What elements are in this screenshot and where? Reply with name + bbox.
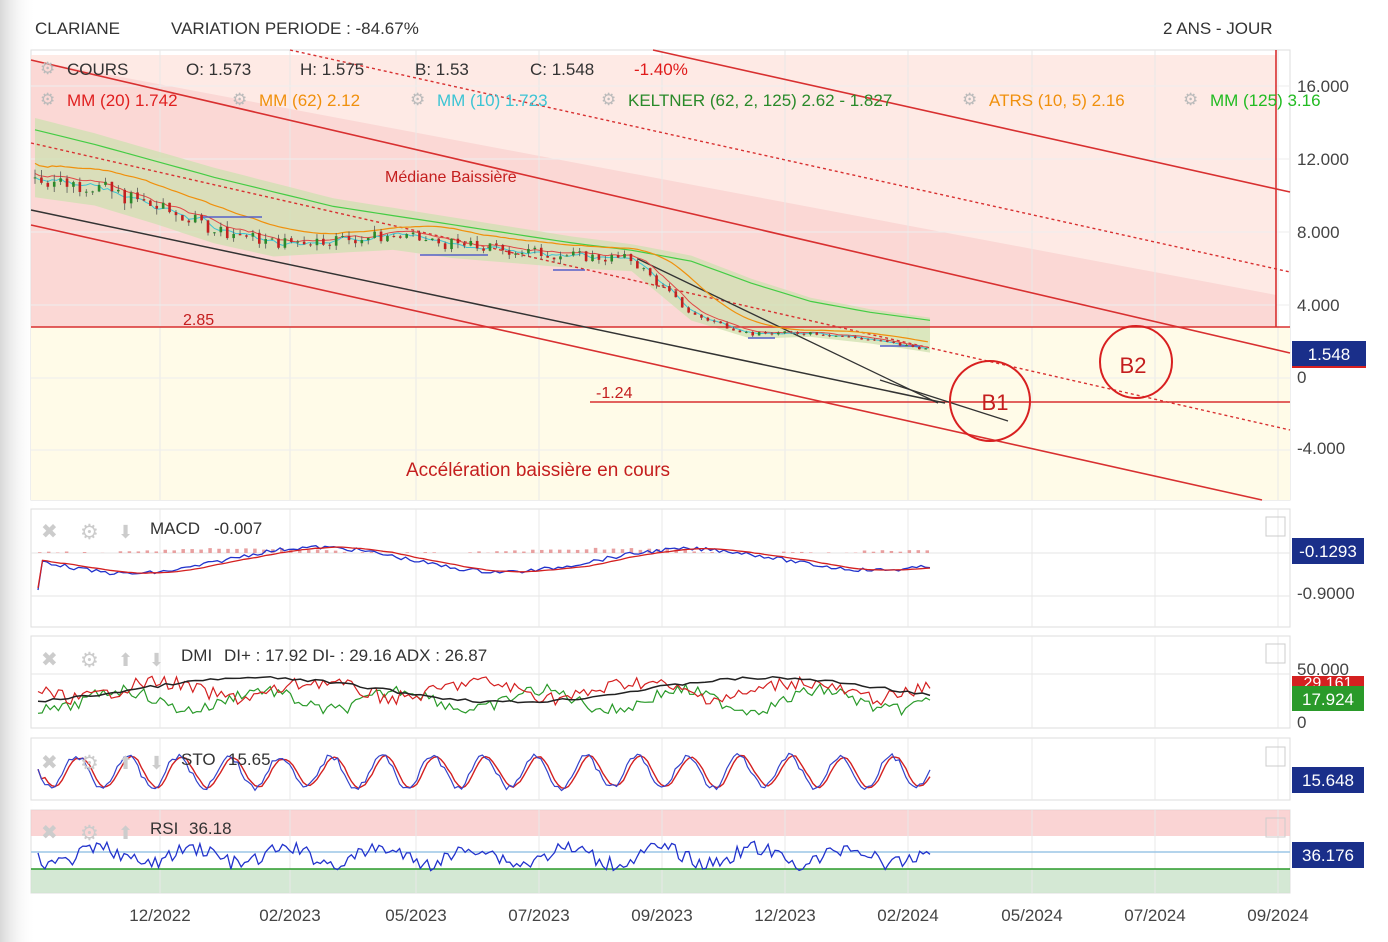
macd-panel: ✖ ⚙ ⬇ MACD -0.007 -0.1293 -0.9000 [30,508,1364,628]
ticker-title: CLARIANE [35,19,121,38]
gear-icon[interactable]: ⚙ [962,90,977,109]
x-tick-1: 02/2023 [259,906,320,925]
gear-icon[interactable]: ⚙ [232,90,247,109]
sto-title: STO [181,750,216,769]
rsi-title: RSI [150,819,178,838]
legend-close: C: 1.548 [530,60,594,79]
y-tick-neg4: -4.000 [1297,439,1345,458]
legend-indicator-5: MM (125) 3.16 [1210,91,1321,110]
gear-icon[interactable]: ⚙ [410,90,425,109]
legend-low: B: 1.53 [415,60,469,79]
y-tick-0: 0 [1297,368,1306,387]
level-neg-1.24-label: -1.24 [596,385,633,402]
rsi-badge-text: 36.176 [1302,846,1354,865]
macd-tick: -0.9000 [1297,584,1355,603]
median-label: Médiane Baissière [385,169,517,186]
x-tick-9: 09/2024 [1247,906,1308,925]
gear-icon[interactable]: ⚙ [40,90,55,109]
rsi-panel: ✖ ⚙ ⬆ RSI 36.18 36.176 [30,809,1364,894]
period-variation: VARIATION PERIODE : -84.67% [171,19,419,38]
gear-icon[interactable]: ⚙ [80,822,99,845]
macd-badge [1292,538,1364,564]
gear-icon[interactable]: ⚙ [601,90,616,109]
expand-icon[interactable] [1265,516,1286,537]
legend-high: H: 1.575 [300,60,364,79]
gear-icon[interactable]: ⚙ [80,752,99,775]
legend-indicator-3: KELTNER (62, 2, 125) 2.62 - 1.827 [628,91,892,110]
gear-icon[interactable]: ⚙ [40,59,55,78]
x-tick-8: 07/2024 [1124,906,1185,925]
legend-indicator-0: MM (20) 1.742 [67,91,178,110]
legend-indicator-1: MM (62) 2.12 [259,91,360,110]
sto-badge-text: 15.648 [1302,771,1354,790]
dmi-panel: ✖ ⚙ ⬆ ⬇ DMI DI+ : 17.92 DI- : 29.16 ADX … [30,635,1364,732]
sto-panel: ✖ ⚙ ⬆ ⬇ STO 15.65 15.648 [30,737,1364,801]
dmi-badge-green: 17.924 [1302,690,1354,709]
arrow-down-icon[interactable]: ⬇ [149,650,164,670]
rsi-badge [1292,842,1364,868]
b2-label: B2 [1120,353,1147,378]
gear-icon[interactable]: ⚙ [80,521,99,544]
rsi-value: 36.18 [189,819,232,838]
dmi-value: DI+ : 17.92 DI- : 29.16 ADX : 26.87 [224,646,487,665]
y-tick-8: 8.000 [1297,223,1340,242]
x-tick-4: 09/2023 [631,906,692,925]
y-tick-4: 4.000 [1297,296,1340,315]
level-2.85-label: 2.85 [183,312,214,329]
dmi-tick-top: 50.000 [1297,660,1349,679]
legend-indicator-4: ATRS (10, 5) 2.16 [989,91,1125,110]
x-tick-5: 12/2023 [754,906,815,925]
price-panel: B1 B2 Médiane Baissière Accélération bai… [30,49,1366,501]
x-tick-2: 05/2023 [385,906,446,925]
x-tick-3: 07/2023 [508,906,569,925]
expand-icon[interactable] [1265,817,1286,838]
dmi-badge-green-bg [1292,686,1364,711]
macd-badge-text: -0.1293 [1299,542,1357,561]
arrow-up-icon[interactable]: ⬆ [118,650,133,670]
x-tick-7: 05/2024 [1001,906,1062,925]
y-tick-16: 16.000 [1297,77,1349,96]
x-tick-0: 12/2022 [129,906,190,925]
arrow-down-icon[interactable]: ⬇ [149,753,164,773]
y-tick-12: 12.000 [1297,150,1349,169]
acceleration-label: Accélération baissière en cours [406,460,670,481]
legend-change: -1.40% [634,60,688,79]
gear-icon[interactable]: ⚙ [80,649,99,672]
b1-label: B1 [982,390,1009,415]
close-icon[interactable]: ✖ [41,649,58,671]
legend-cours: COURS [67,60,128,79]
macd-value: -0.007 [214,519,262,538]
expand-icon[interactable] [1265,746,1286,767]
close-icon[interactable]: ✖ [41,822,58,844]
arrow-up-icon[interactable]: ⬆ [118,753,133,773]
macd-title: MACD [150,519,200,538]
period-selector[interactable]: 2 ANS - JOUR [1163,19,1273,38]
legend-indicator-2: MM (10) 1.723 [437,91,548,110]
gear-icon[interactable]: ⚙ [1183,90,1198,109]
expand-icon[interactable] [1265,643,1286,664]
close-icon[interactable]: ✖ [41,521,58,543]
x-axis: 12/2022 02/2023 05/2023 07/2023 09/2023 12/20… [129,906,1308,925]
arrow-up-icon[interactable]: ⬆ [118,823,133,843]
dmi-title: DMI [181,646,212,665]
dmi-tick-bottom: 0 [1297,713,1306,732]
price-badge-text: 1.548 [1308,345,1351,364]
sto-value: 15.65 [228,750,271,769]
legend-open: O: 1.573 [186,60,251,79]
arrow-down-icon[interactable]: ⬇ [118,522,133,542]
price-badge [1292,341,1366,368]
sto-badge [1292,767,1364,793]
close-icon[interactable]: ✖ [41,752,58,774]
x-tick-6: 02/2024 [877,906,938,925]
